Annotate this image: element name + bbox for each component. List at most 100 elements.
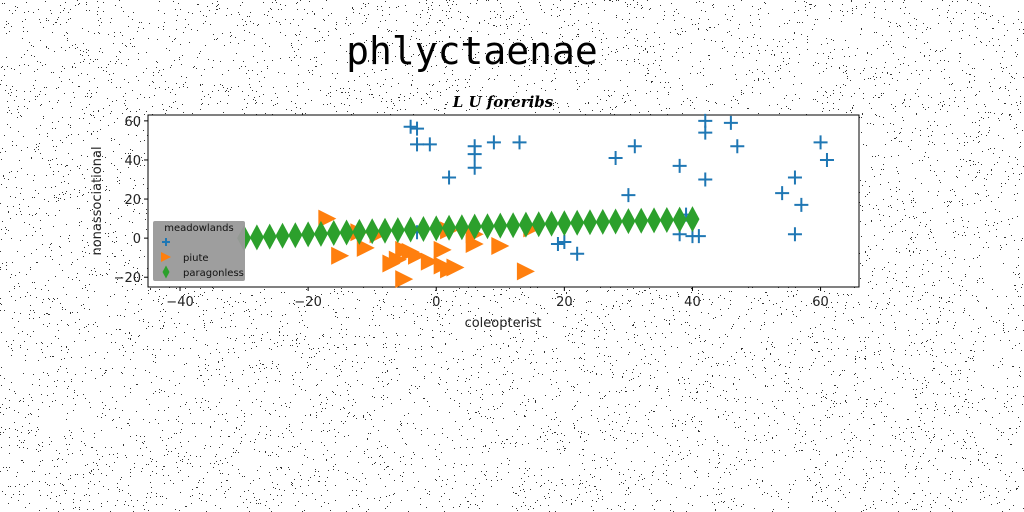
x-tick-label: −40 <box>166 295 193 310</box>
legend: meadowlands piute paragonless <box>153 221 245 281</box>
data-point <box>339 219 354 246</box>
legend-title: meadowlands <box>164 223 233 234</box>
data-point <box>819 152 834 167</box>
data-point <box>691 229 706 244</box>
data-point <box>698 113 713 128</box>
y-tick-label: 40 <box>124 154 141 169</box>
data-point <box>627 139 642 154</box>
plot-area <box>147 114 860 288</box>
data-point <box>672 206 687 233</box>
legend-label: paragonless <box>183 268 244 279</box>
data-point <box>486 135 501 150</box>
data-point <box>356 238 375 257</box>
data-point <box>608 151 623 165</box>
x-tick-label: 60 <box>812 295 829 310</box>
legend-marker <box>162 265 170 279</box>
x-tick-label: −20 <box>294 295 321 310</box>
data-point <box>516 262 535 281</box>
data-point <box>491 236 510 255</box>
figure-title: phlyctaenae <box>346 29 598 73</box>
data-point <box>698 172 713 187</box>
data-point <box>331 246 350 265</box>
data-point <box>608 208 623 235</box>
data-point <box>659 206 674 233</box>
data-point <box>723 115 738 130</box>
data-point <box>454 214 469 241</box>
data-marks <box>237 113 834 289</box>
data-point <box>634 207 649 234</box>
legend-label: piute <box>183 253 209 264</box>
data-point <box>787 227 802 242</box>
series-paragonless <box>237 206 700 252</box>
data-point <box>388 250 407 269</box>
data-point <box>518 211 533 238</box>
x-tick-label: 20 <box>556 295 573 310</box>
data-point <box>787 170 802 185</box>
data-point <box>570 246 585 261</box>
x-axis: −40 −20 0 20 40 60 <box>166 287 829 310</box>
data-point <box>506 212 521 239</box>
data-point <box>433 240 452 259</box>
data-point <box>420 252 439 271</box>
x-tick-label: 0 <box>432 295 440 310</box>
data-point <box>550 237 565 251</box>
x-tick-label: 40 <box>684 295 701 310</box>
data-point <box>275 222 290 249</box>
axes-title: L U foreribs <box>452 93 554 111</box>
data-point <box>480 213 495 240</box>
data-point <box>813 135 828 150</box>
y-tick-label: 0 <box>133 232 141 247</box>
legend-marker <box>161 252 171 262</box>
data-point <box>403 216 418 243</box>
data-point <box>442 214 457 241</box>
data-point <box>352 218 367 245</box>
data-point <box>775 186 790 201</box>
y-axis: −20 0 20 40 60 <box>114 115 148 286</box>
data-point <box>446 258 465 277</box>
data-point <box>621 208 636 235</box>
data-point <box>465 235 484 253</box>
data-point <box>512 135 527 150</box>
data-point <box>318 209 337 228</box>
data-point <box>582 209 597 236</box>
data-point <box>531 211 546 238</box>
data-point <box>313 220 328 247</box>
y-tick-label: 60 <box>124 115 141 130</box>
data-point <box>647 207 662 234</box>
data-point <box>301 221 316 248</box>
data-point <box>467 147 482 162</box>
data-point <box>493 212 508 239</box>
data-point <box>467 160 482 175</box>
data-point <box>730 139 745 154</box>
data-point <box>544 210 559 237</box>
data-point <box>595 208 610 235</box>
data-point <box>422 137 437 152</box>
data-point <box>262 223 277 250</box>
data-point <box>326 220 341 247</box>
data-point <box>557 210 572 237</box>
x-axis-label: coleopterist <box>465 316 542 331</box>
data-point <box>698 125 713 140</box>
data-point <box>378 217 392 244</box>
data-point <box>410 121 425 136</box>
data-point <box>395 270 414 289</box>
data-point <box>416 215 431 242</box>
legend-marker <box>162 238 170 246</box>
data-point <box>557 235 572 250</box>
data-point <box>249 224 264 251</box>
legend-box <box>153 221 245 281</box>
data-point <box>467 213 482 240</box>
data-point <box>390 217 405 244</box>
data-point <box>672 158 687 173</box>
y-axis-label: nonassociational <box>90 146 105 255</box>
y-tick-label: 20 <box>124 193 141 208</box>
data-point <box>288 222 303 249</box>
data-point <box>685 206 700 233</box>
data-point <box>621 188 636 203</box>
data-point <box>442 170 457 185</box>
data-point <box>410 137 425 152</box>
data-point <box>403 119 418 134</box>
data-point <box>365 218 380 245</box>
